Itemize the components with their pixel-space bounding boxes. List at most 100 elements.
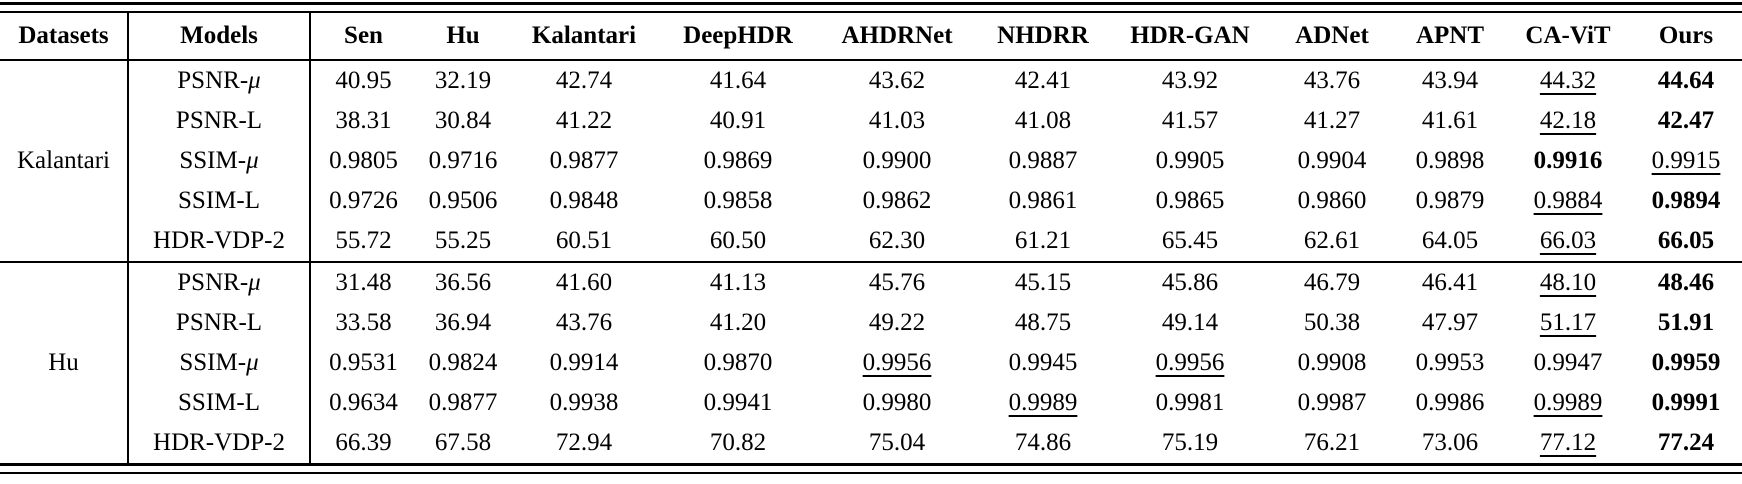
column-header-method: ADNet [1270, 13, 1394, 61]
value-cell: 41.13 [658, 261, 818, 303]
value-cell: 75.19 [1161, 429, 1219, 456]
value-cell: 72.94 [555, 429, 613, 456]
value-cell: 66.39 [335, 429, 392, 456]
metric-label: HDR-VDP-2 [128, 423, 311, 463]
value-cell: 0.9898 [1415, 147, 1485, 174]
value-cell: 0.9531 [329, 349, 398, 376]
value-cell: 0.9862 [862, 187, 932, 214]
value-cell: 0.9716 [428, 147, 498, 174]
value-cell: 43.76 [555, 309, 613, 336]
value-cell: 0.9877 [428, 389, 498, 416]
value-cell: 62.30 [868, 227, 926, 254]
value-cell: 43.62 [868, 67, 926, 94]
value-cell: 41.27 [1303, 107, 1361, 134]
value-cell: 0.9959 [1651, 349, 1721, 376]
column-header-method: DeepHDR [658, 13, 818, 61]
value-cell: 49.14 [1161, 309, 1219, 336]
value-cell: 36.94 [434, 309, 492, 336]
value-cell: 55.72 [335, 227, 392, 254]
value-cell: 0.9986 [1415, 389, 1485, 416]
value-cell: 66.03 [1539, 227, 1597, 254]
value-cell: 0.9877 [549, 147, 619, 174]
value-cell: 61.21 [1014, 227, 1072, 254]
value-cell: 42.41 [1014, 67, 1072, 94]
value-cell: 0.9894 [1651, 187, 1721, 214]
value-cell: 73.06 [1421, 429, 1479, 456]
top-double-rule [0, 2, 1742, 13]
table-row: SSIM-L 0.9634 0.9877 0.9938 0.9941 0.9980 0.99… [0, 383, 1742, 423]
value-cell: 0.9916 [1533, 147, 1603, 174]
value-cell: 0.9865 [1155, 187, 1225, 214]
value-cell: 36.56 [416, 261, 510, 303]
value-cell: 0.9989 [1533, 389, 1603, 416]
value-cell: 0.9915 [1651, 147, 1721, 174]
results-table: Datasets Models Sen Hu Kalantari DeepHDR AHD… [0, 13, 1742, 463]
value-cell: 40.91 [709, 107, 767, 134]
value-cell: 33.58 [335, 309, 392, 336]
table-row: SSIM-μ 0.9531 0.9824 0.9914 0.9870 0.9956 0.99… [0, 343, 1742, 383]
value-cell: 42.74 [555, 67, 613, 94]
value-cell: 0.9726 [329, 187, 398, 214]
value-cell: 50.38 [1303, 309, 1361, 336]
value-cell: 0.9908 [1297, 349, 1367, 376]
value-cell: 0.9991 [1651, 389, 1721, 416]
value-cell: 0.9824 [428, 349, 498, 376]
bottom-double-rule [0, 463, 1742, 474]
value-cell: 0.9870 [703, 349, 773, 376]
value-cell: 41.61 [1421, 107, 1479, 134]
metric-label: SSIM-μ [128, 141, 311, 181]
value-cell: 0.9956 [1155, 349, 1225, 376]
value-cell: 0.9887 [1008, 147, 1078, 174]
value-cell: 32.19 [434, 67, 492, 94]
value-cell: 48.75 [1014, 309, 1072, 336]
value-cell: 0.9900 [862, 147, 932, 174]
column-header-method: NHDRR [976, 13, 1110, 61]
value-cell: 70.82 [709, 429, 767, 456]
dataset-label: Hu [0, 261, 129, 463]
value-cell: 0.9941 [703, 389, 773, 416]
value-cell: 0.9945 [1008, 349, 1078, 376]
metric-label: PSNR-L [128, 101, 311, 141]
value-cell: 43.92 [1161, 67, 1219, 94]
table-row: PSNR-L 33.58 36.94 43.76 41.20 49.22 48.75 49.1… [0, 303, 1742, 343]
value-cell: 64.05 [1421, 227, 1479, 254]
dataset-label: Kalantari [0, 60, 129, 262]
value-cell: 0.9981 [1155, 389, 1225, 416]
value-cell: 46.79 [1270, 261, 1394, 303]
value-cell: 41.64 [709, 67, 767, 94]
value-cell: 67.58 [434, 429, 492, 456]
table-row: SSIM-L 0.9726 0.9506 0.9848 0.9858 0.9862 0.98… [0, 181, 1742, 221]
column-header-method: APNT [1394, 13, 1506, 61]
value-cell: 0.9861 [1008, 187, 1078, 214]
paper-results-table-page: Datasets Models Sen Hu Kalantari DeepHDR AHD… [0, 2, 1742, 474]
value-cell: 0.9869 [703, 147, 773, 174]
value-cell: 76.21 [1303, 429, 1361, 456]
value-cell: 43.94 [1421, 67, 1479, 94]
value-cell: 0.9805 [329, 147, 398, 174]
value-cell: 31.48 [310, 261, 416, 303]
column-header-models: Models [128, 13, 311, 61]
value-cell: 0.9938 [549, 389, 619, 416]
metric-label: SSIM-L [128, 181, 311, 221]
column-header-method: CA-ViT [1506, 13, 1630, 61]
value-cell: 77.12 [1539, 429, 1597, 456]
value-cell: 55.25 [434, 227, 492, 254]
table-row: PSNR-L 38.31 30.84 41.22 40.91 41.03 41.08 41.5… [0, 101, 1742, 141]
value-cell: 60.50 [709, 227, 767, 254]
value-cell: 0.9953 [1415, 349, 1485, 376]
value-cell: 48.10 [1506, 261, 1630, 303]
value-cell: 0.9879 [1415, 187, 1485, 214]
value-cell: 74.86 [1014, 429, 1072, 456]
value-cell: 0.9956 [862, 349, 932, 376]
column-header-method: Ours [1630, 13, 1742, 61]
value-cell: 75.04 [868, 429, 926, 456]
value-cell: 44.64 [1657, 67, 1715, 94]
value-cell: 49.22 [868, 309, 926, 336]
value-cell: 30.84 [434, 107, 492, 134]
column-header-method: HDR-GAN [1110, 13, 1270, 61]
table-row: SSIM-μ 0.9805 0.9716 0.9877 0.9869 0.9900 0.98… [0, 141, 1742, 181]
value-cell: 0.9634 [329, 389, 398, 416]
value-cell: 45.86 [1110, 261, 1270, 303]
table-row: HDR-VDP-2 55.72 55.25 60.51 60.50 62.30 61.21 6… [0, 221, 1742, 262]
metric-label: PSNR-μ [128, 60, 311, 101]
